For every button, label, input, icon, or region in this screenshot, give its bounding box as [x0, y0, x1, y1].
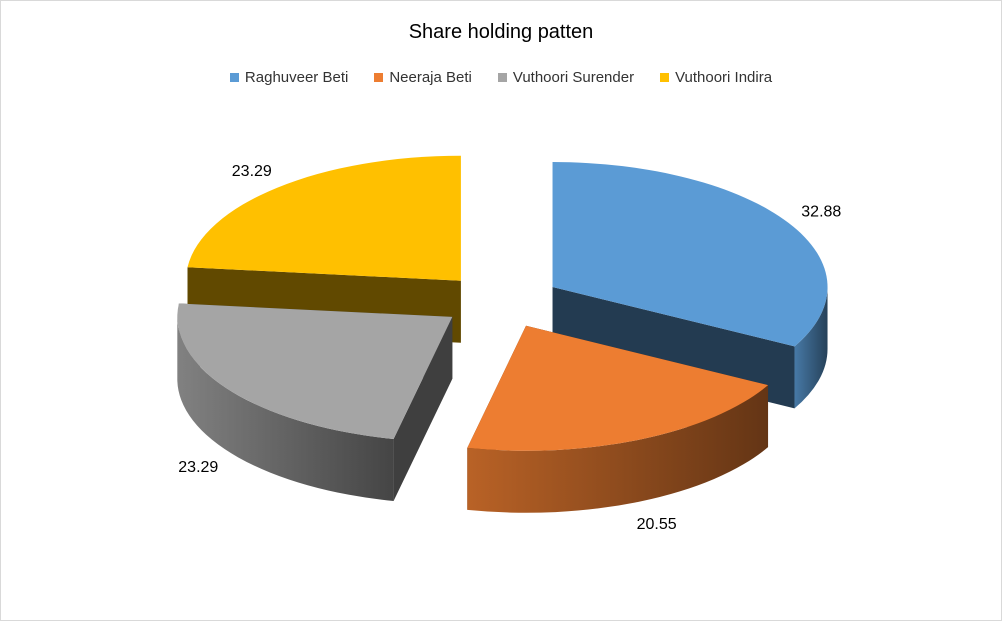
data-label-vuthoori-surender: 23.29 [178, 459, 218, 476]
legend-entry-vuthoori-surender: Vuthoori Surender [497, 69, 635, 86]
pie-slice-vuthoori-indira [187, 155, 461, 281]
legend-entry-neeraja-beti: Neeraja Beti [374, 69, 472, 86]
legend-swatch-vuthoori-indira [660, 73, 670, 82]
legend: Raghuveer Beti Neeraja Beti Vuthoori Sur… [1, 69, 1001, 86]
chart-title: Share holding patten [408, 21, 594, 43]
outer-wall-raghuveer-beti [794, 287, 828, 409]
pie-slice-vuthoori-surender [177, 303, 453, 440]
data-label-neeraja-beti: 20.55 [637, 516, 677, 533]
legend-label-vuthoori-surender: Vuthoori Surender [512, 69, 635, 86]
legend-entry-raghuveer-beti: Raghuveer Beti [229, 69, 349, 86]
legend-label-neeraja-beti: Neeraja Beti [389, 69, 472, 86]
legend-swatch-neeraja-beti [374, 73, 384, 82]
outer-wall-vuthoori-surender [177, 316, 394, 502]
outer-wall-neeraja-beti [467, 385, 769, 513]
side-wall-vuthoori-surender-0 [393, 316, 453, 502]
data-label-vuthoori-indira: 23.29 [232, 163, 272, 180]
legend-label-raghuveer-beti: Raghuveer Beti [244, 69, 349, 86]
legend-swatch-raghuveer-beti [229, 73, 239, 82]
pie-slice-raghuveer-beti [552, 162, 828, 347]
data-label-raghuveer-beti: 32.88 [801, 204, 841, 221]
legend-entry-vuthoori-indira: Vuthoori Indira [660, 69, 772, 86]
pie-slice-neeraja-beti [467, 325, 769, 451]
legend-swatch-vuthoori-surender [497, 73, 507, 82]
legend-label-vuthoori-indira: Vuthoori Indira [675, 69, 773, 86]
